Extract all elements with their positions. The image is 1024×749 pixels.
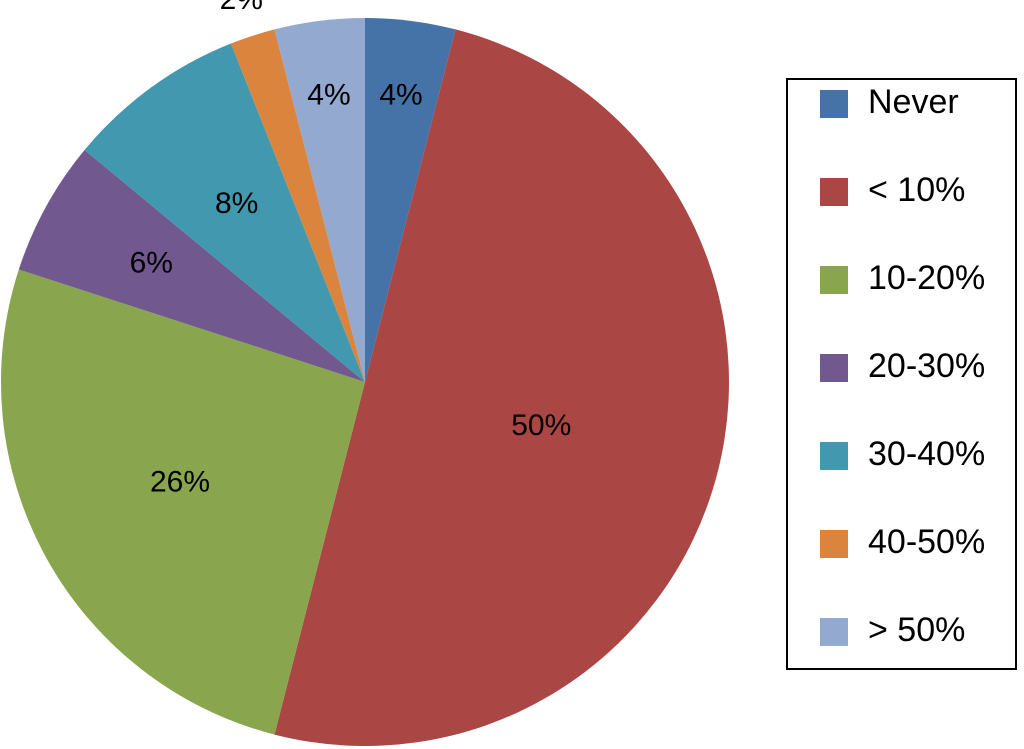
data-label-gt-50pct: 4% — [307, 79, 350, 112]
pie-slice-never — [365, 18, 456, 382]
pie-slices — [0, 18, 729, 746]
legend-item-never: Never — [820, 83, 959, 121]
pie-slice-20-30pct — [18, 149, 365, 382]
legend-swatch-never — [820, 90, 848, 118]
pie-slice-40-50pct — [231, 29, 365, 382]
legend-label-never: Never — [868, 83, 959, 121]
pie-slice-lt-10pct — [274, 29, 729, 746]
pie-slice-30-40pct — [84, 43, 366, 382]
pie-data-labels: 4% 50% 26% 6% 8% 2% 4% — [130, 0, 572, 499]
data-label-never: 4% — [379, 79, 422, 112]
pie-slice-10-20pct — [0, 269, 365, 735]
legend-swatch-lt-10pct — [820, 178, 848, 206]
legend-label-40-50pct: 40-50% — [868, 523, 985, 561]
legend-label-10-20pct: 10-20% — [868, 259, 985, 297]
legend-items: Never < 10% 10-20% 20-30% 30-40% 40-50% > 50% — [820, 83, 985, 649]
legend-item-30-40pct: 30-40% — [820, 435, 985, 473]
legend-swatch-30-40pct — [820, 442, 848, 470]
pie-slice-gt-50pct — [274, 18, 365, 382]
legend-swatch-20-30pct — [820, 354, 848, 382]
legend-label-30-40pct: 30-40% — [868, 435, 985, 473]
data-label-lt-10pct: 50% — [511, 409, 571, 442]
legend-label-gt-50pct: > 50% — [868, 611, 965, 649]
legend-swatch-10-20pct — [820, 266, 848, 294]
legend-swatch-gt-50pct — [820, 618, 848, 646]
data-label-40-50pct: 2% — [220, 0, 263, 16]
legend-item-lt-10pct: < 10% — [820, 171, 965, 209]
legend-item-10-20pct: 10-20% — [820, 259, 985, 297]
data-label-30-40pct: 8% — [215, 187, 258, 220]
legend-item-gt-50pct: > 50% — [820, 611, 965, 649]
data-label-20-30pct: 6% — [130, 246, 173, 279]
legend: Never < 10% 10-20% 20-30% 30-40% 40-50% > 50% — [786, 78, 1017, 670]
legend-item-20-30pct: 20-30% — [820, 347, 985, 385]
legend-label-20-30pct: 20-30% — [868, 347, 985, 385]
legend-item-40-50pct: 40-50% — [820, 523, 985, 561]
data-label-10-20pct: 26% — [150, 466, 210, 499]
legend-swatch-40-50pct — [820, 530, 848, 558]
legend-label-lt-10pct: < 10% — [868, 171, 965, 209]
